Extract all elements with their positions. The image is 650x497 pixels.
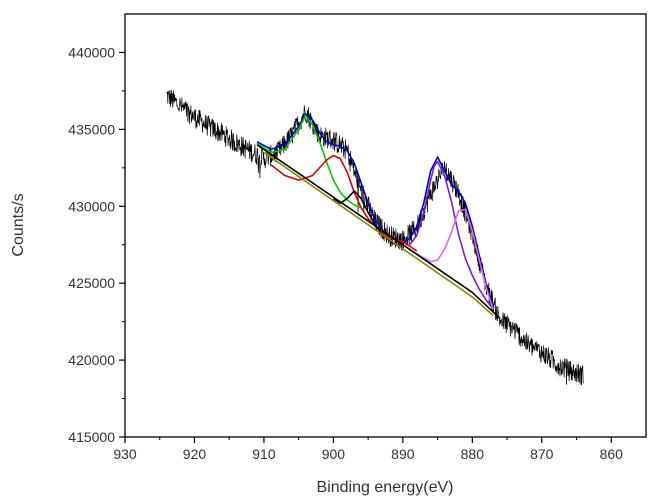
raw-spectrum-line	[166, 90, 584, 386]
plot-frame	[124, 13, 647, 438]
series-line-7	[256, 144, 501, 320]
y-tick-label: 430000	[68, 198, 115, 214]
series-line-5	[402, 208, 494, 310]
x-tick-label: 870	[530, 446, 554, 462]
x-tick-label: 880	[461, 446, 485, 462]
x-tick-label: 900	[322, 446, 346, 462]
y-tick-label: 435000	[68, 121, 115, 137]
series-line-6	[263, 151, 494, 317]
x-axis-title: Binding energy(eV)	[317, 479, 454, 496]
x-tick-label: 860	[600, 446, 624, 462]
x-tick-label: 890	[391, 446, 415, 462]
y-axis: 415000 420000 425000 430000 435000 440000	[68, 44, 125, 445]
plot-content	[166, 90, 584, 386]
x-axis: 930 920 910 900 890 880 870 860	[113, 437, 623, 462]
x-tick-label: 920	[183, 446, 207, 462]
y-tick-label: 425000	[68, 275, 115, 291]
series-line-4	[409, 160, 494, 310]
x-tick-label: 930	[113, 446, 137, 462]
y-axis-title: Counts/s	[10, 193, 27, 256]
y-tick-label: 420000	[68, 352, 115, 368]
y-tick-label: 415000	[68, 429, 115, 445]
x-tick-label: 910	[252, 446, 276, 462]
series-line-1	[256, 114, 362, 209]
y-tick-label: 440000	[68, 44, 115, 60]
